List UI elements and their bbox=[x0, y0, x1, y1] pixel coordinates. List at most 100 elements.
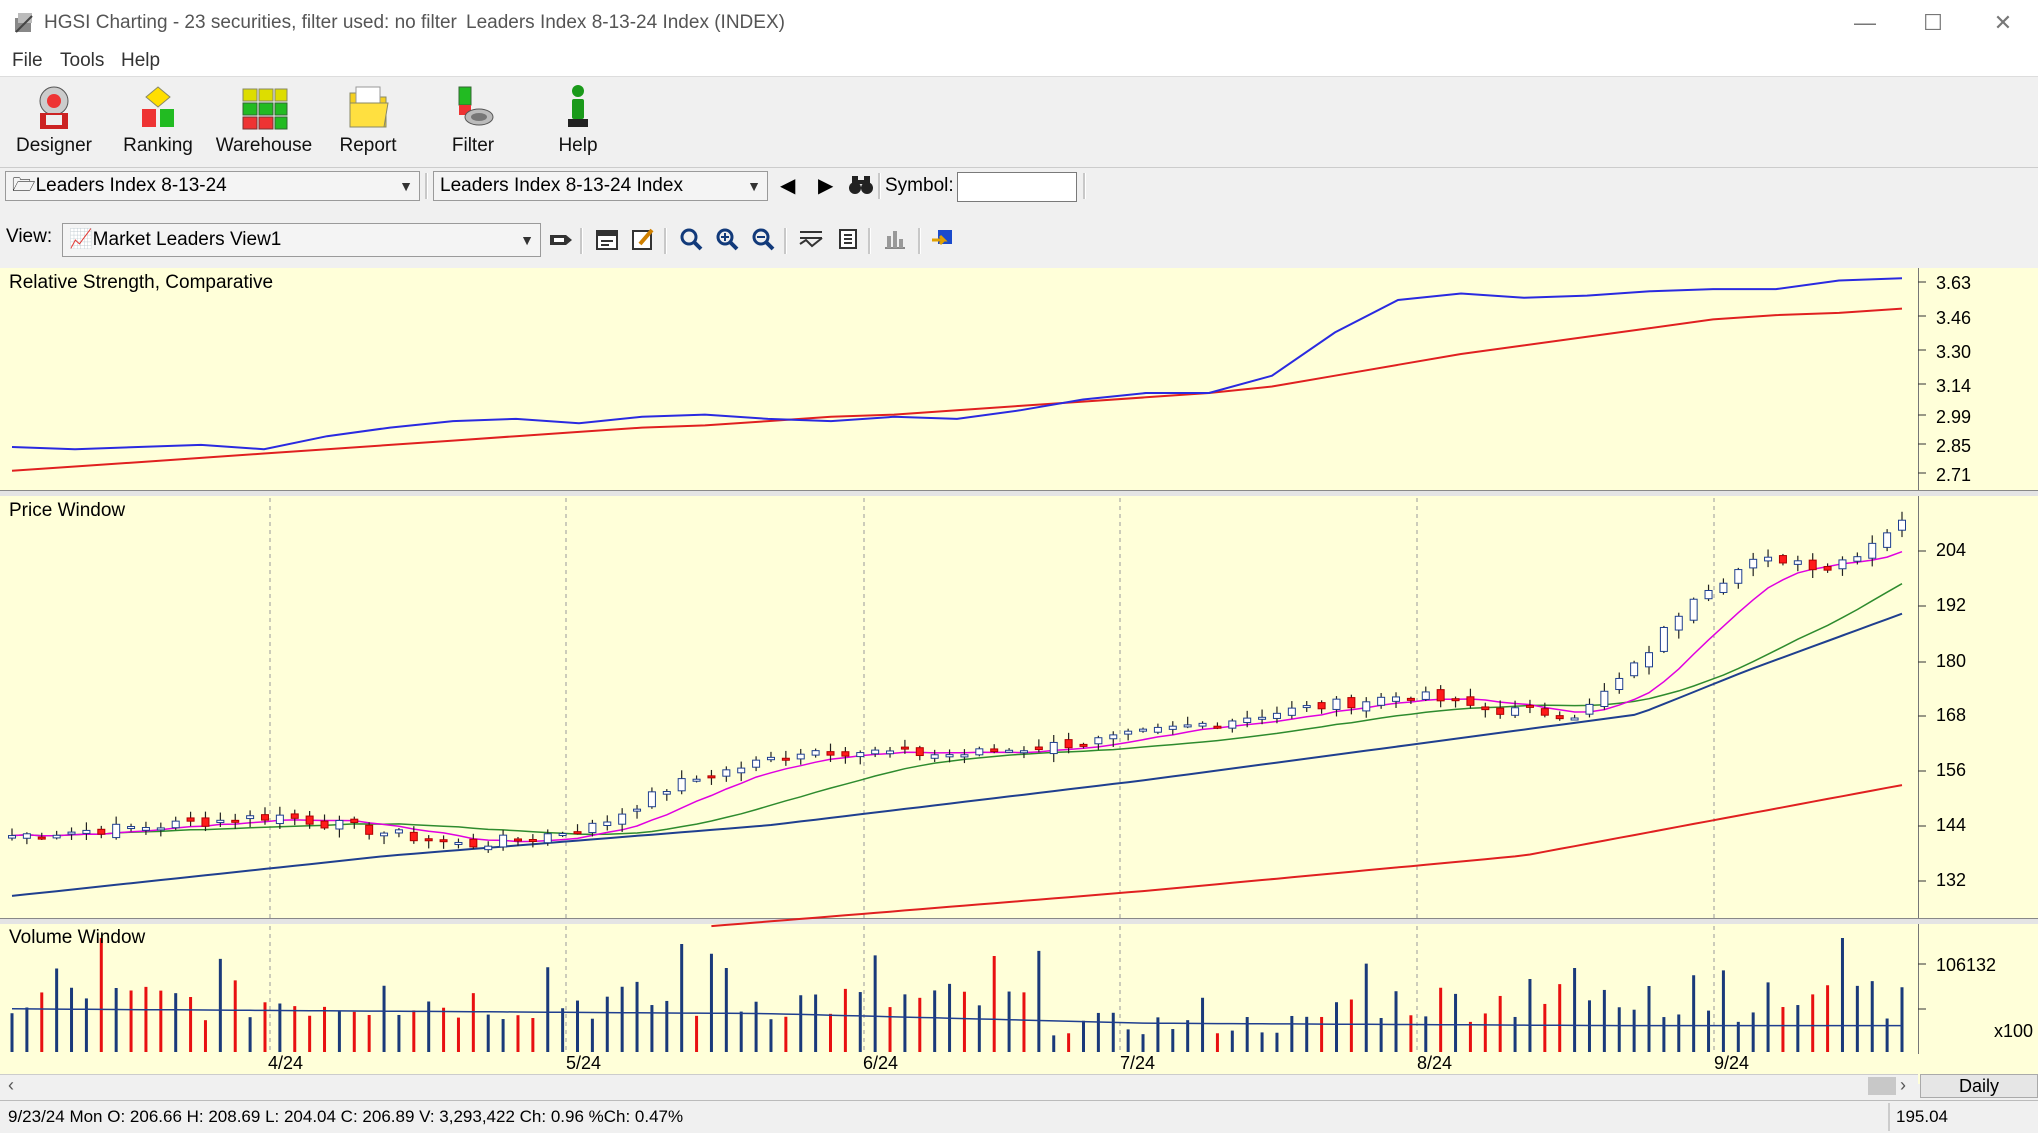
menu-tools[interactable]: Tools bbox=[60, 50, 105, 71]
volume-pane[interactable] bbox=[0, 924, 1918, 1054]
menu-help[interactable]: Help bbox=[121, 50, 161, 71]
candle-up bbox=[1094, 737, 1103, 745]
previous-arrow-icon[interactable]: ◀ bbox=[780, 175, 796, 197]
candle-up bbox=[543, 833, 552, 844]
candle-up bbox=[1243, 717, 1252, 723]
horizontal-scrollbar[interactable]: ‹ › bbox=[0, 1074, 1918, 1099]
candle-up bbox=[1674, 615, 1683, 631]
candle-up bbox=[1585, 703, 1594, 715]
scrollbar-thumb[interactable] bbox=[1868, 1077, 1896, 1095]
candle-up bbox=[1109, 734, 1118, 740]
candle-up bbox=[871, 749, 880, 755]
candle-down bbox=[1034, 746, 1043, 751]
scroll-left-arrow-icon[interactable]: ‹ bbox=[8, 1075, 14, 1095]
warehouse-button[interactable]: Warehouse bbox=[214, 83, 314, 165]
rs-pane[interactable] bbox=[0, 268, 1918, 490]
candle-up bbox=[246, 815, 255, 820]
security-dropdown[interactable]: Leaders Index 8-13-24 Index ▼ bbox=[433, 171, 768, 201]
candle-up bbox=[1302, 705, 1311, 709]
close-button[interactable]: ✕ bbox=[1993, 10, 2013, 35]
symbol-label: Symbol: bbox=[885, 175, 954, 196]
status-cursor-value: 195.04 bbox=[1896, 1107, 1948, 1126]
scroll-right-arrow-icon[interactable]: › bbox=[1900, 1075, 1906, 1095]
ranking-button[interactable]: Ranking bbox=[108, 83, 208, 165]
candle-up bbox=[1049, 741, 1058, 755]
candle-down bbox=[1064, 739, 1073, 749]
candle-up bbox=[52, 834, 61, 839]
candle-down bbox=[365, 824, 374, 835]
edit-icon[interactable] bbox=[630, 226, 656, 252]
candle-down bbox=[826, 751, 835, 756]
rs-line bbox=[11, 277, 1903, 451]
binoculars-icon[interactable] bbox=[848, 174, 874, 196]
candle-up bbox=[1600, 690, 1609, 707]
designer-button[interactable]: Designer bbox=[4, 83, 104, 165]
view-dropdown[interactable]: 📈Market Leaders View1 ▼ bbox=[62, 223, 541, 257]
candle-up bbox=[1749, 558, 1758, 569]
price-axis bbox=[1918, 496, 2038, 918]
warehouse-icon bbox=[242, 88, 288, 130]
candle-up bbox=[1883, 532, 1892, 548]
export-icon[interactable] bbox=[930, 226, 956, 252]
candle-down bbox=[97, 828, 106, 835]
help-button[interactable]: Help bbox=[528, 83, 628, 165]
candle-down bbox=[1466, 696, 1475, 706]
candle-up bbox=[127, 826, 136, 830]
candle-up bbox=[930, 754, 939, 759]
candle-up bbox=[484, 845, 493, 851]
list-dropdown[interactable]: 🗁Leaders Index 8-13-24 ▼ bbox=[5, 171, 420, 201]
candle-up bbox=[1198, 722, 1207, 727]
symbol-input[interactable] bbox=[957, 172, 1077, 202]
price-pane[interactable] bbox=[0, 496, 1918, 918]
chart-canvas bbox=[8, 277, 1926, 1054]
candle-down bbox=[409, 831, 418, 842]
price-tick-label: 204 bbox=[1936, 540, 1967, 560]
zoom-out-icon[interactable] bbox=[750, 226, 776, 252]
price-tick-label: 132 bbox=[1936, 870, 1967, 890]
candle-up bbox=[766, 756, 775, 761]
lines-icon[interactable] bbox=[798, 226, 824, 252]
candle-up bbox=[1421, 691, 1430, 700]
minimize-button[interactable]: — bbox=[1854, 10, 1876, 35]
report-button[interactable]: Report bbox=[318, 83, 418, 165]
properties-icon[interactable] bbox=[594, 226, 620, 252]
volume-tick-label: 106132 bbox=[1936, 955, 1997, 975]
date-label: 6/24 bbox=[863, 1053, 899, 1073]
filter-label: Filter bbox=[451, 135, 495, 156]
candle-down bbox=[469, 838, 478, 848]
separator bbox=[878, 173, 881, 199]
candle-up bbox=[1019, 750, 1028, 754]
candle-up bbox=[1645, 652, 1654, 668]
candle-down bbox=[573, 831, 582, 835]
maximize-button[interactable]: ☐ bbox=[1923, 10, 1943, 35]
menu-bar: File Tools Help bbox=[0, 46, 2038, 76]
candle-up bbox=[141, 827, 150, 831]
rs-pane-title: Relative Strength, Comparative bbox=[9, 272, 274, 293]
period-button[interactable]: Daily bbox=[1920, 1074, 2038, 1098]
bar-chart-icon[interactable] bbox=[882, 226, 908, 252]
warehouse-label: Warehouse bbox=[215, 135, 313, 156]
table-icon[interactable] bbox=[836, 226, 862, 252]
candle-up bbox=[588, 822, 597, 834]
candle-down bbox=[1481, 706, 1490, 711]
price-tick-label: 144 bbox=[1936, 815, 1967, 835]
view-settings-icon[interactable] bbox=[548, 227, 574, 253]
price-pane-title: Price Window bbox=[9, 500, 126, 521]
candle-up bbox=[796, 753, 805, 760]
volume-pane-title: Volume Window bbox=[9, 927, 146, 948]
candle-up bbox=[1332, 698, 1341, 710]
candle-down bbox=[260, 814, 269, 821]
rs-tick-label: 3.14 bbox=[1936, 376, 1972, 396]
zoom-in-icon[interactable] bbox=[714, 226, 740, 252]
candle-up bbox=[1734, 569, 1743, 584]
candle-down bbox=[1451, 698, 1460, 702]
next-arrow-icon[interactable]: ▶ bbox=[818, 175, 834, 197]
menu-file[interactable]: File bbox=[12, 50, 43, 71]
title-bar: HGSI Charting - 23 securities, filter us… bbox=[0, 0, 2038, 46]
candle-down bbox=[1808, 559, 1817, 571]
filter-button[interactable]: Filter bbox=[423, 83, 523, 165]
status-bar: 9/23/24 Mon O: 206.66 H: 208.69 L: 204.0… bbox=[0, 1100, 2038, 1133]
search-zoom-icon[interactable] bbox=[678, 226, 704, 252]
candle-down bbox=[1406, 697, 1415, 701]
ranking-label: Ranking bbox=[123, 135, 193, 156]
